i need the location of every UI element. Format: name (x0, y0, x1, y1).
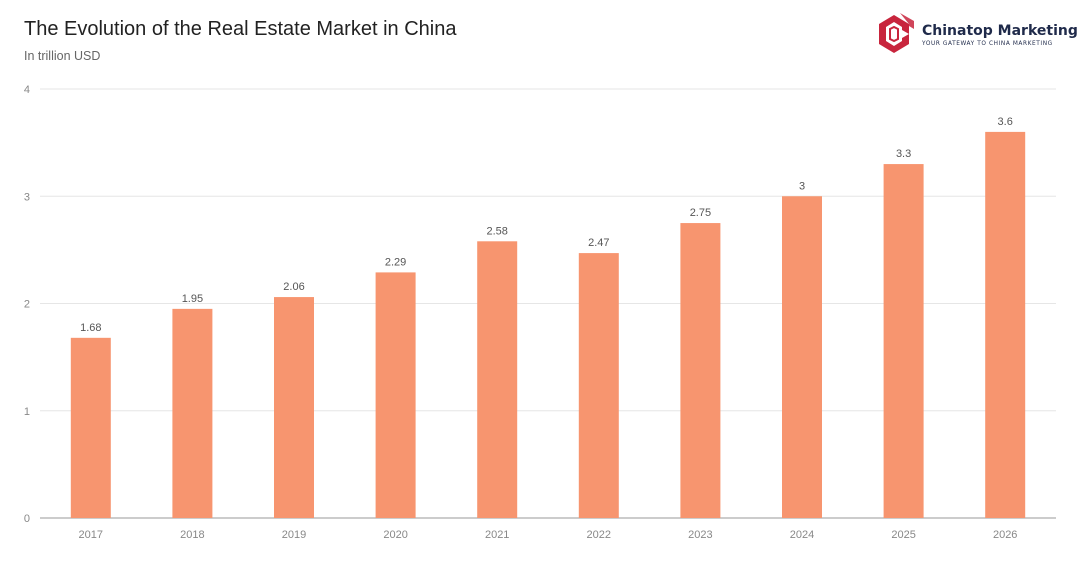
data-label-2017: 1.68 (80, 322, 101, 334)
chart-title: The Evolution of the Real Estate Market … (24, 18, 457, 40)
data-label-2026: 3.6 (998, 116, 1013, 128)
bar-2025[interactable] (883, 164, 924, 518)
bar-2026[interactable] (985, 131, 1026, 518)
bar-2021[interactable] (477, 241, 518, 519)
bars (70, 131, 1026, 519)
x-tick-label: 2024 (790, 529, 814, 541)
x-tick-label: 2026 (993, 529, 1017, 541)
bar-2018[interactable] (172, 308, 213, 518)
brand-logo: Chinatop Marketing YOUR GATEWAY TO CHINA… (876, 12, 1078, 56)
data-label-2023: 2.75 (690, 207, 711, 219)
x-axis-ticks: 2017 2018 2019 2020 2021 2022 2023 2024 2025 2026 (79, 529, 1018, 541)
y-tick-label: 0 (24, 513, 30, 525)
data-label-2022: 2.47 (588, 237, 609, 249)
bar-2023[interactable] (680, 223, 721, 518)
logo-name: Chinatop Marketing (922, 23, 1078, 39)
data-labels: 1.68 1.95 2.06 2.29 2.58 2.47 2.75 3 3.3 3.6 (80, 116, 1013, 334)
y-axis-ticks: 0 1 2 3 4 (24, 84, 30, 525)
x-tick-label: 2019 (282, 529, 306, 541)
bar-2019[interactable] (274, 297, 314, 518)
data-label-2019: 2.06 (283, 281, 304, 293)
data-label-2020: 2.29 (385, 256, 406, 268)
x-tick-label: 2018 (180, 529, 204, 541)
x-tick-label: 2021 (485, 529, 509, 541)
x-tick-label: 2022 (587, 529, 611, 541)
y-tick-label: 2 (24, 299, 30, 311)
logo-tagline: YOUR GATEWAY TO CHINA MARKETING (922, 41, 1053, 47)
bar-2017[interactable] (70, 337, 111, 518)
chinatop-logo-icon (879, 13, 914, 53)
bar-2020[interactable] (375, 272, 416, 518)
chart-subtitle: In trillion USD (24, 49, 101, 63)
data-label-2021: 2.58 (486, 225, 507, 237)
data-label-2018: 1.95 (182, 293, 203, 305)
y-tick-label: 1 (24, 406, 30, 418)
y-tick-label: 3 (24, 191, 30, 203)
data-label-2024: 3 (799, 180, 805, 192)
data-label-2025: 3.3 (896, 148, 911, 160)
x-tick-label: 2023 (688, 529, 712, 541)
x-tick-label: 2017 (79, 529, 103, 541)
y-tick-label: 4 (24, 84, 30, 96)
bar-2024[interactable] (782, 196, 822, 518)
x-tick-label: 2025 (891, 529, 915, 541)
bar-2022[interactable] (578, 253, 619, 518)
x-tick-label: 2020 (383, 529, 407, 541)
